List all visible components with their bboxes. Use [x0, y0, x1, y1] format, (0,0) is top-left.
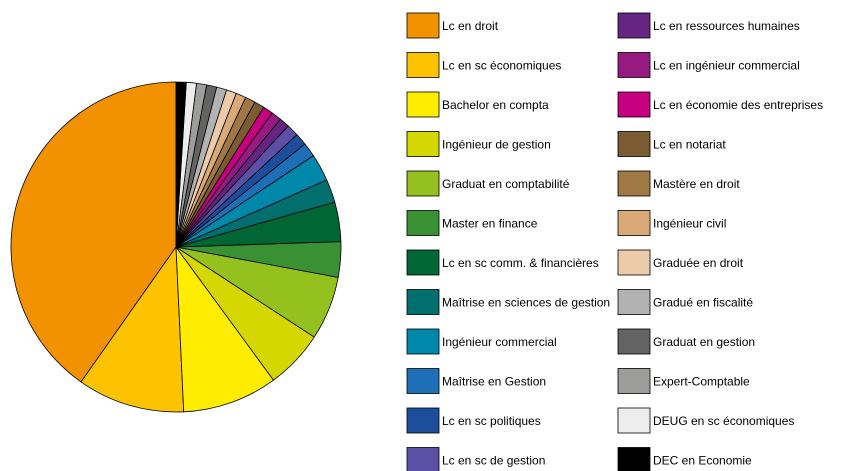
legend-item: Lc en ressources humaines [617, 12, 800, 39]
legend-label: Bachelor en compta [442, 98, 549, 112]
legend-item: Graduat en comptabilité [406, 170, 570, 197]
legend-item: Lc en sc de gestion [406, 447, 545, 471]
legend-swatch [617, 131, 651, 157]
legend-swatch [406, 447, 440, 471]
legend-item: Gradué en fiscalité [617, 289, 753, 315]
legend-swatch [406, 131, 440, 157]
legend-swatch [617, 91, 651, 118]
legend-swatch [617, 170, 651, 197]
legend-item: Mastère en droit [617, 170, 740, 197]
legend-swatch [617, 52, 651, 78]
legend-label: Lc en sc politiques [442, 414, 541, 428]
legend-label: Lc en ingénieur commercial [653, 59, 800, 73]
legend: Lc en droit Lc en sc économiques Bachelor … [406, 12, 823, 471]
legend-swatch [406, 328, 440, 355]
legend-swatch [406, 170, 440, 197]
legend-swatch [617, 289, 651, 315]
legend-item: Bachelor en compta [406, 91, 549, 118]
pie-slices [10, 81, 342, 413]
legend-label: Lc en droit [442, 19, 499, 33]
legend-swatch [406, 407, 440, 434]
legend-label: Lc en sc de gestion [442, 454, 545, 468]
legend-swatch [406, 210, 440, 236]
legend-item: Lc en sc politiques [406, 407, 541, 434]
legend-item: Ingénieur de gestion [406, 131, 551, 157]
legend-item: DEC en Economie [617, 447, 752, 471]
legend-swatch [617, 368, 651, 394]
pie-slice-2 [80, 245, 185, 413]
legend-label: DEC en Economie [653, 454, 752, 468]
pie-slice-3 [175, 245, 275, 413]
legend-swatch [406, 52, 440, 78]
pie-slice-1 [10, 81, 177, 383]
legend-swatch [617, 447, 651, 471]
legend-item: Lc en notariat [617, 131, 726, 157]
legend-label: Maîtrise en sciences de gestion [442, 296, 610, 310]
legend-item: DEUG en sc économiques [617, 407, 794, 434]
pie-slice-24 [175, 81, 187, 248]
legend-label: Graduat en gestion [653, 335, 755, 349]
legend-label: Lc en ressources humaines [653, 19, 800, 33]
legend-label: Gradué en fiscalité [653, 296, 753, 310]
legend-label: Mastère en droit [653, 177, 740, 191]
legend-item: Expert-Comptable [617, 368, 750, 394]
legend-item: Lc en droit [406, 12, 499, 39]
legend-item: Ingénieur commercial [406, 328, 557, 355]
legend-swatch [617, 328, 651, 355]
legend-label: Lc en notariat [653, 138, 726, 152]
legend-item: Ingénieur civil [617, 210, 726, 236]
legend-label: Maîtrise en Gestion [442, 375, 546, 389]
legend-label: DEUG en sc économiques [653, 414, 794, 428]
legend-label: Ingénieur de gestion [442, 138, 551, 152]
legend-swatch [406, 12, 440, 39]
legend-label: Lc en économie des entreprises [653, 98, 823, 112]
legend-label: Graduat en comptabilité [442, 177, 570, 191]
legend-item: Lc en économie des entreprises [617, 91, 823, 118]
legend-item: Maîtrise en Gestion [406, 368, 546, 394]
legend-label: Expert-Comptable [653, 375, 750, 389]
legend-swatch [617, 210, 651, 236]
legend-label: Graduée en droit [653, 256, 744, 270]
legend-swatch [406, 368, 440, 394]
legend-item: Master en finance [406, 210, 538, 236]
legend-label: Lc en sc économiques [442, 59, 561, 73]
legend-item: Lc en sc comm. & financières [406, 249, 599, 276]
legend-item: Lc en sc économiques [406, 52, 561, 78]
legend-swatch [617, 249, 651, 276]
legend-item: Maîtrise en sciences de gestion [406, 289, 610, 315]
legend-item: Lc en ingénieur commercial [617, 52, 800, 78]
legend-swatch [406, 249, 440, 276]
legend-label: Ingénieur civil [653, 217, 726, 231]
legend-swatch [406, 91, 440, 118]
legend-label: Lc en sc comm. & financières [442, 256, 599, 270]
legend-item: Graduée en droit [617, 249, 744, 276]
legend-swatch [406, 289, 440, 315]
legend-label: Ingénieur commercial [442, 335, 557, 349]
legend-swatch [617, 407, 651, 434]
legend-item: Graduat en gestion [617, 328, 755, 355]
legend-label: Master en finance [442, 217, 538, 231]
legend-swatch [617, 12, 651, 39]
